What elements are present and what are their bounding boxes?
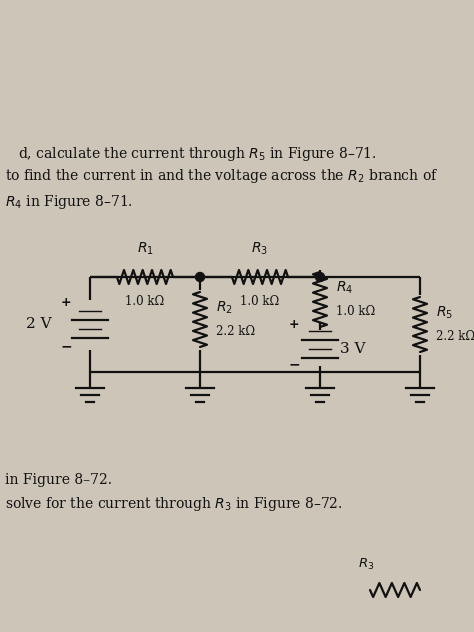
Text: in Figure 8–72.: in Figure 8–72. <box>5 473 112 487</box>
Text: $R_1$: $R_1$ <box>137 241 154 257</box>
Text: −: − <box>60 339 72 353</box>
Text: −: − <box>288 357 300 371</box>
Text: $R_3$: $R_3$ <box>252 241 268 257</box>
Text: 1.0 kΩ: 1.0 kΩ <box>336 305 375 318</box>
Circle shape <box>195 272 204 281</box>
Text: 2 V: 2 V <box>27 317 52 332</box>
Text: $R_3$: $R_3$ <box>358 556 374 571</box>
Text: 2.2 kΩ: 2.2 kΩ <box>436 330 474 343</box>
Text: to find the current in and the voltage across the $R_2$ branch of: to find the current in and the voltage a… <box>5 167 438 185</box>
Text: 2.2 kΩ: 2.2 kΩ <box>216 325 255 338</box>
Text: +: + <box>61 296 71 309</box>
Text: +: + <box>289 317 299 331</box>
Text: 1.0 kΩ: 1.0 kΩ <box>126 295 164 308</box>
Text: 3 V: 3 V <box>340 342 365 356</box>
Text: $R_4$: $R_4$ <box>336 279 353 296</box>
Text: solve for the current through $R_3$ in Figure 8–72.: solve for the current through $R_3$ in F… <box>5 495 343 513</box>
Text: $R_2$: $R_2$ <box>216 300 233 316</box>
Text: $R_5$: $R_5$ <box>436 304 453 320</box>
Text: 1.0 kΩ: 1.0 kΩ <box>240 295 280 308</box>
Circle shape <box>316 272 325 281</box>
Text: d, calculate the current through $R_5$ in Figure 8–71.: d, calculate the current through $R_5$ i… <box>18 145 377 163</box>
Text: $R_4$ in Figure 8–71.: $R_4$ in Figure 8–71. <box>5 193 133 211</box>
